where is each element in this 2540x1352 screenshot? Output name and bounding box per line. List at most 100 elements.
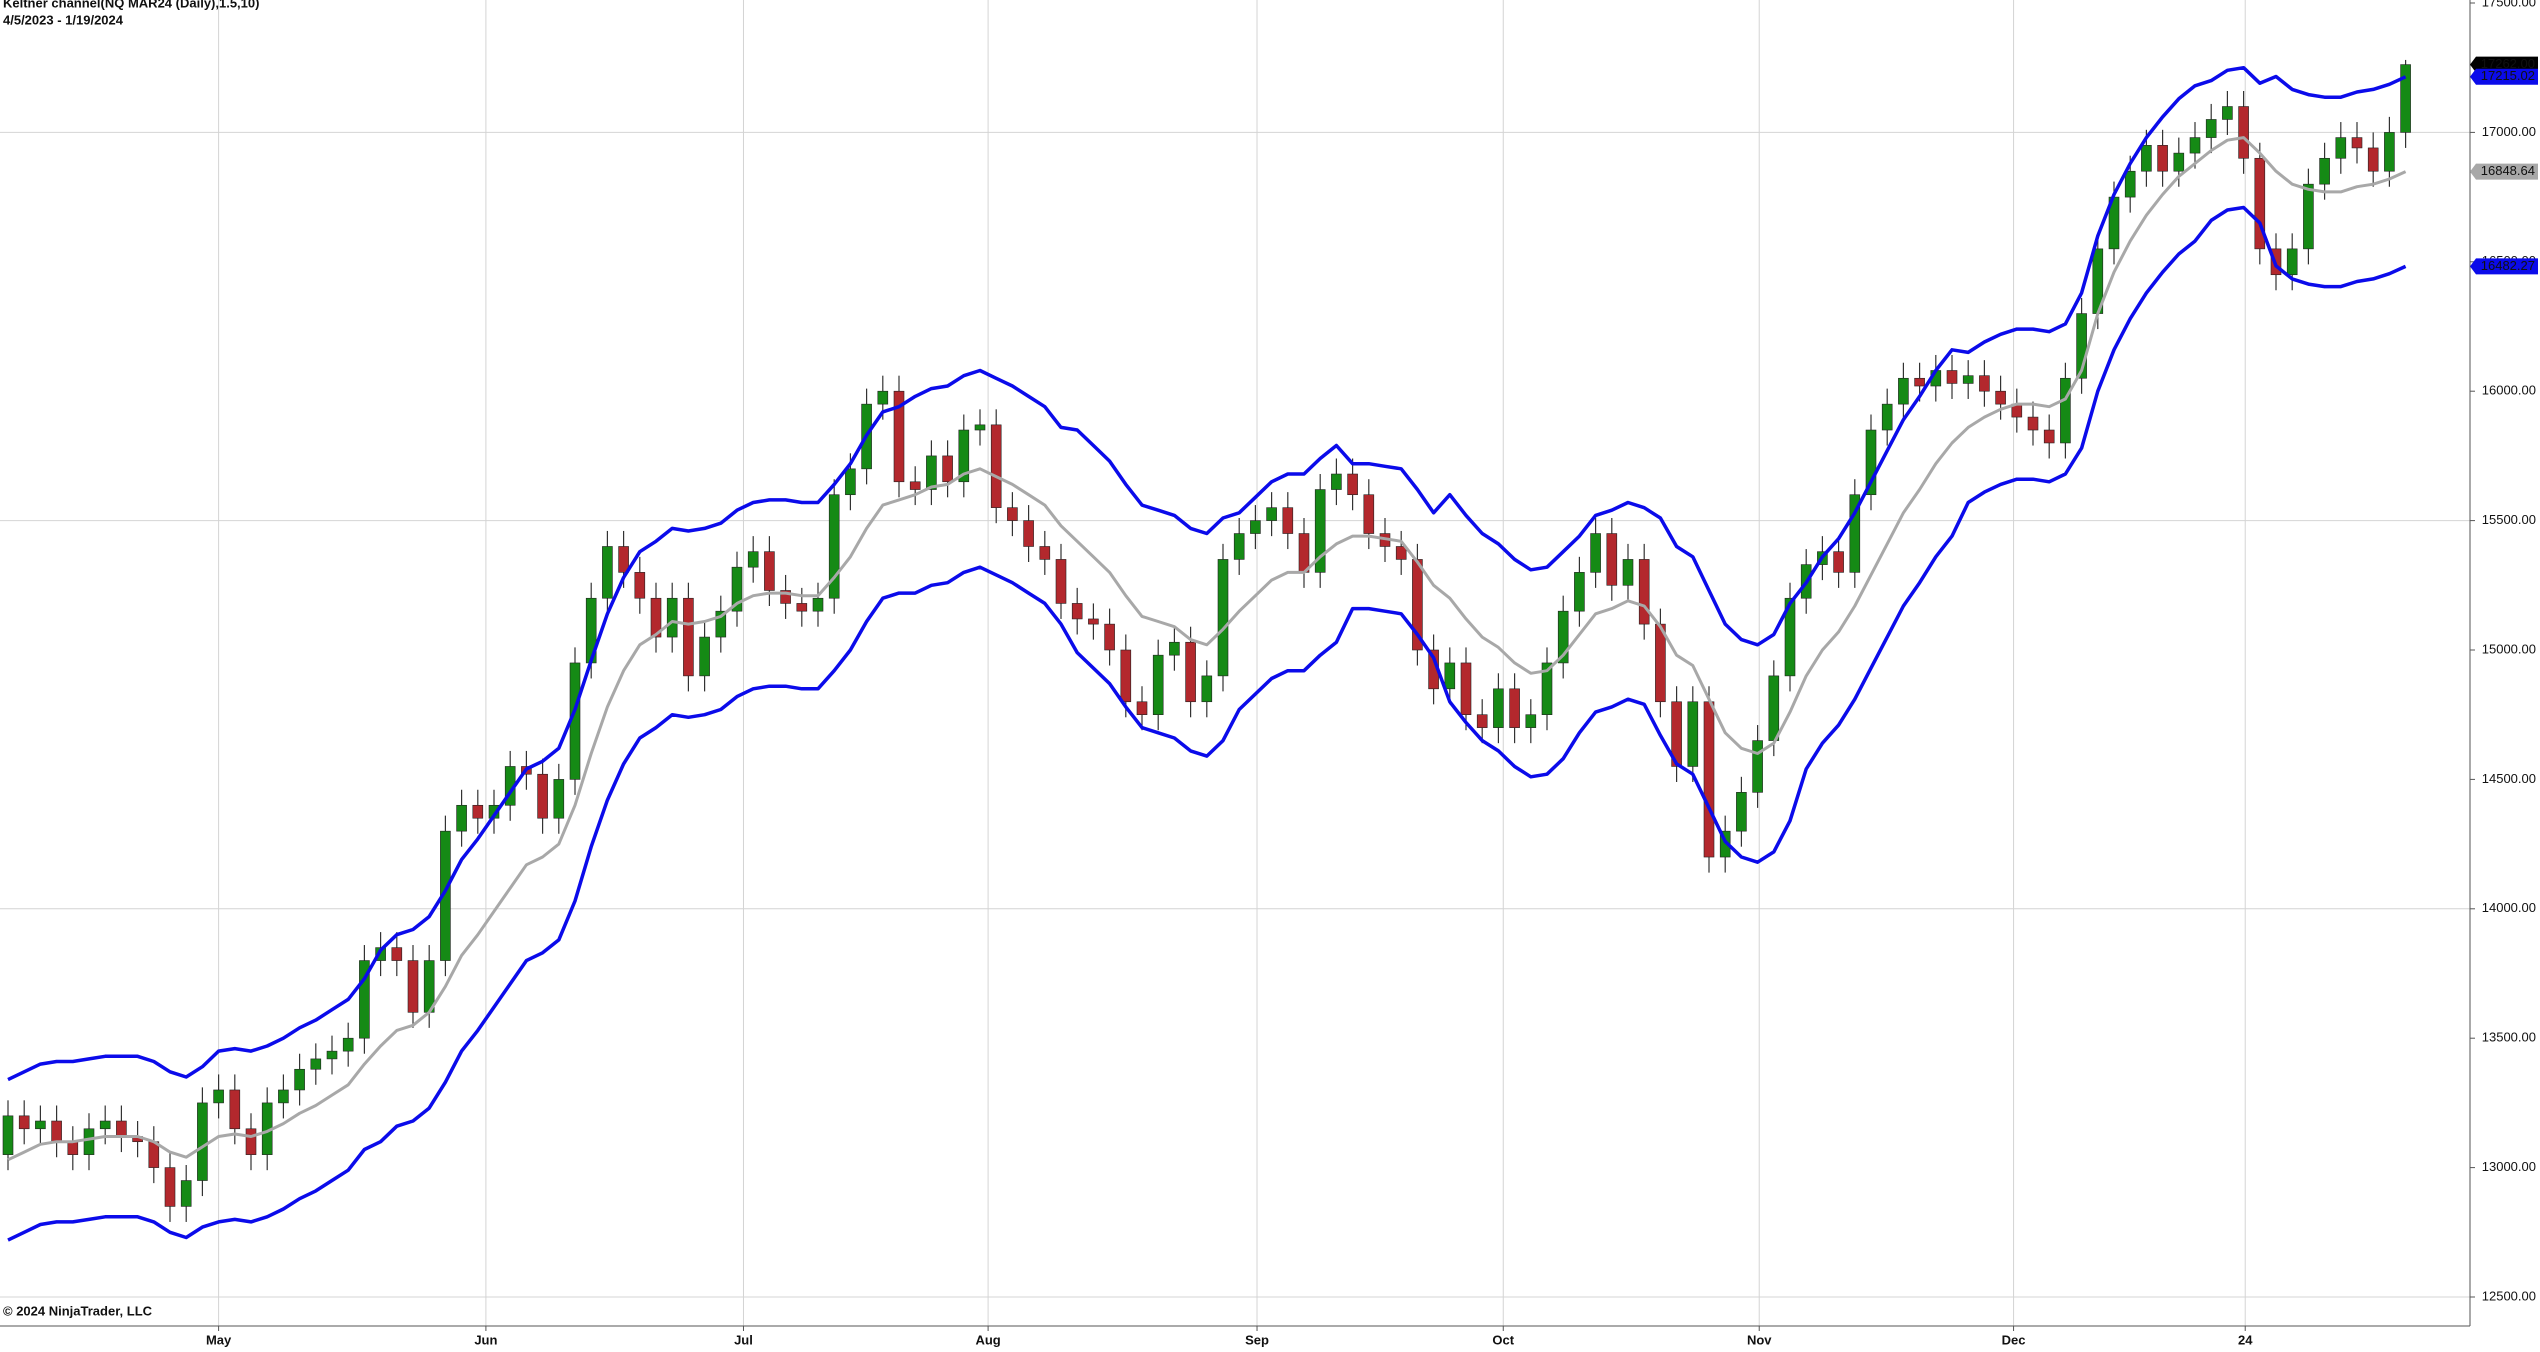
candle-body bbox=[845, 468, 856, 496]
candle-body bbox=[1217, 559, 1229, 677]
candle-body bbox=[407, 960, 419, 1013]
candle-body bbox=[342, 1037, 354, 1052]
candle-body bbox=[764, 551, 775, 591]
candle-body bbox=[1638, 559, 1650, 625]
candle-body bbox=[2157, 145, 2168, 172]
candle-body bbox=[2141, 145, 2152, 172]
candle-body bbox=[926, 455, 937, 490]
candle-body bbox=[2205, 119, 2217, 138]
candle-body bbox=[1250, 520, 1261, 534]
candle-body bbox=[553, 779, 565, 819]
candle-body bbox=[1104, 623, 1115, 651]
price-tag bbox=[2470, 163, 2538, 180]
candle-body bbox=[245, 1128, 257, 1155]
candle-body bbox=[18, 1115, 30, 1130]
price-tag bbox=[2470, 56, 2538, 73]
candle-body bbox=[180, 1180, 192, 1207]
candle-body bbox=[2173, 152, 2185, 172]
candle-body bbox=[2254, 157, 2266, 250]
candle-body bbox=[278, 1089, 289, 1104]
price-tag-label: 16848.64 bbox=[2481, 163, 2535, 178]
candle-body bbox=[1865, 429, 1877, 496]
candle-body bbox=[456, 804, 467, 832]
candle-body bbox=[67, 1141, 79, 1155]
candle-body bbox=[634, 572, 646, 599]
candle-body bbox=[715, 610, 727, 638]
candle-body bbox=[1622, 559, 1634, 586]
candle-body bbox=[197, 1102, 208, 1181]
candle-body bbox=[990, 424, 1002, 508]
candle-body bbox=[2351, 137, 2363, 149]
candle-body bbox=[1363, 494, 1375, 534]
candle-body bbox=[375, 947, 386, 961]
candle-body bbox=[1979, 375, 1990, 392]
candle-body bbox=[1541, 662, 1553, 716]
axes: 12500.00 13000.00 13500.00 14000.00 14500.00… bbox=[206, 0, 2538, 1347]
candle-body bbox=[229, 1089, 241, 1130]
keltner-band bbox=[7, 65, 2407, 1082]
candle-body bbox=[1314, 489, 1326, 573]
candle-body bbox=[747, 551, 759, 568]
candle-body bbox=[2222, 106, 2233, 120]
candle-body bbox=[974, 424, 986, 431]
candle-body bbox=[650, 597, 662, 638]
x-tick-label: Sep bbox=[1245, 1332, 1269, 1347]
candle-body bbox=[391, 947, 403, 961]
keltner-band bbox=[7, 205, 2407, 1242]
candle-body bbox=[2189, 137, 2201, 154]
candle-body bbox=[310, 1058, 322, 1070]
chart-subtitle: 4/5/2023 - 1/19/2024 bbox=[3, 12, 124, 27]
candle-body bbox=[1282, 507, 1294, 534]
candle-body bbox=[2076, 313, 2087, 379]
candle-body bbox=[83, 1128, 95, 1155]
price-tag bbox=[2470, 68, 2538, 85]
candle-body bbox=[2400, 64, 2411, 133]
x-tick-label: Jul bbox=[734, 1332, 753, 1347]
candle-body bbox=[1444, 662, 1456, 690]
candle-body bbox=[1023, 520, 1034, 547]
candle-body bbox=[359, 960, 370, 1039]
candle-body bbox=[1039, 546, 1051, 560]
candle-body bbox=[116, 1120, 127, 1137]
candle-body bbox=[326, 1050, 338, 1060]
candle-body bbox=[1412, 559, 1423, 651]
candle-body bbox=[1201, 675, 1213, 703]
candle-body bbox=[1914, 377, 1925, 387]
candle-body bbox=[602, 546, 613, 599]
candle-body bbox=[1574, 572, 1585, 612]
candle-body bbox=[1557, 610, 1569, 664]
candle-body bbox=[683, 597, 694, 677]
price-tag-label: 17215.02 bbox=[2481, 68, 2535, 83]
candle-body bbox=[1881, 403, 1893, 431]
keltner-band bbox=[7, 136, 2407, 1162]
y-tick-label: 14000.00 bbox=[2482, 900, 2536, 915]
candle-body bbox=[1071, 603, 1083, 620]
candle-body bbox=[958, 429, 970, 483]
candle-body bbox=[1088, 618, 1099, 625]
price-tag bbox=[2470, 258, 2538, 275]
candle-body bbox=[1460, 662, 1472, 716]
candle-body bbox=[2060, 377, 2071, 444]
chart-title: Keltner channel(NQ MAR24 (Daily),1.5,10) bbox=[3, 0, 259, 10]
candle-body bbox=[1298, 533, 1310, 573]
candle-body bbox=[1687, 701, 1699, 767]
y-tick-label: 13500.00 bbox=[2482, 1030, 2536, 1045]
candle-body bbox=[1120, 649, 1132, 703]
y-tick-label: 15000.00 bbox=[2482, 641, 2536, 656]
candle-body bbox=[1898, 377, 1909, 405]
candle-body bbox=[618, 546, 629, 573]
candle-body bbox=[294, 1068, 305, 1091]
candle-body bbox=[1995, 390, 2006, 405]
candle-body bbox=[1590, 533, 1601, 573]
candle-body bbox=[812, 597, 824, 612]
candle-body bbox=[1525, 714, 1537, 728]
candle-body bbox=[1331, 473, 1342, 490]
candle-body bbox=[2319, 157, 2330, 185]
y-tick-label: 16000.00 bbox=[2482, 383, 2536, 398]
candle-body bbox=[537, 773, 548, 819]
candle-body bbox=[1266, 507, 1277, 521]
candle-body bbox=[1752, 740, 1763, 793]
candle-body bbox=[2043, 429, 2055, 444]
